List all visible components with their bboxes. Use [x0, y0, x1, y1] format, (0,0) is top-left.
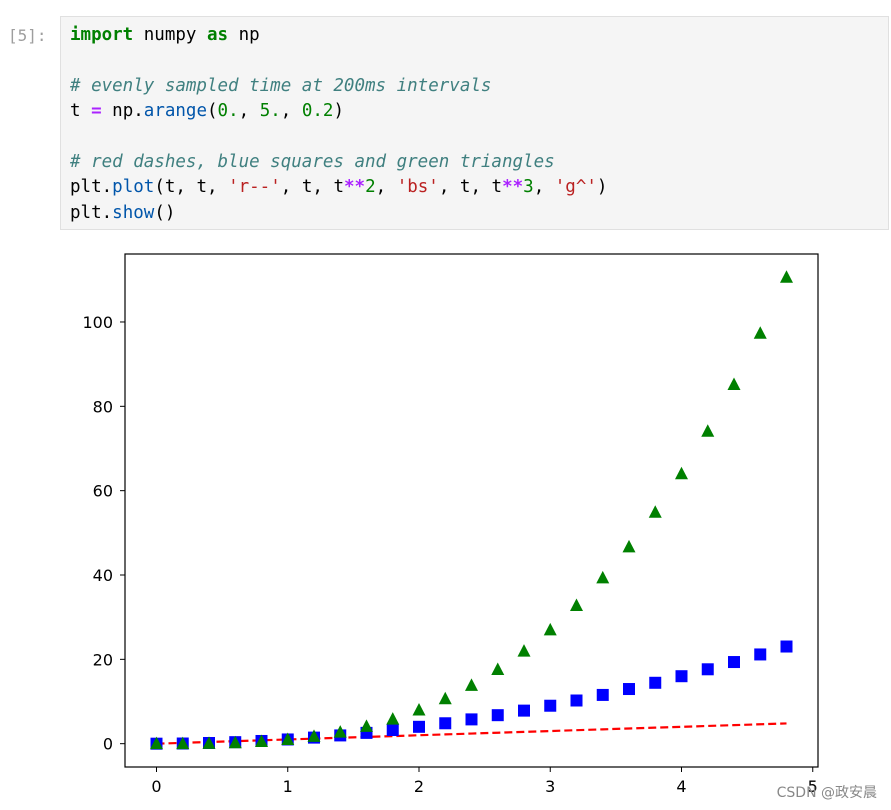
data-point-blue-square — [386, 724, 399, 737]
data-point-green-triangle — [150, 736, 163, 750]
data-point-blue-square — [649, 676, 662, 689]
data-point-green-triangle — [360, 719, 373, 732]
data-point-blue-square — [701, 663, 714, 676]
data-point-green-triangle — [543, 622, 557, 636]
data-point-green-triangle — [701, 424, 715, 437]
code-comment-1: # evenly sampled time at 200ms intervals — [70, 75, 492, 96]
code-cell-input[interactable]: import numpy as np # evenly sampled time… — [60, 16, 889, 230]
data-point-blue-square — [780, 640, 793, 653]
data-point-green-triangle — [780, 270, 793, 283]
cell-prompt: [5]: — [8, 26, 47, 45]
code-line-1: import numpy as np — [70, 25, 260, 45]
data-point-green-triangle — [412, 702, 426, 716]
x-tick-label: 2 — [414, 777, 424, 796]
data-point-green-triangle — [596, 570, 610, 584]
x-tick-label: 0 — [151, 777, 161, 796]
data-point-green-triangle — [675, 466, 688, 480]
code-comment-2: # red dashes, blue squares and green tri… — [70, 152, 555, 173]
x-tick-label: 3 — [545, 777, 555, 796]
data-point-green-triangle — [438, 691, 452, 705]
data-point-green-triangle — [570, 598, 583, 611]
data-point-green-triangle — [333, 725, 347, 738]
data-point-green-triangle — [648, 505, 662, 518]
data-point-blue-square — [675, 670, 688, 683]
series-line-red-dashes — [156, 722, 787, 745]
y-tick-label: 80 — [93, 397, 113, 416]
data-point-green-triangle — [727, 377, 741, 390]
data-point-green-triangle — [202, 736, 216, 749]
data-point-green-triangle — [228, 735, 242, 749]
data-point-blue-square — [465, 713, 478, 726]
x-tick-label: 5 — [808, 777, 818, 796]
data-point-blue-square — [570, 694, 583, 707]
data-point-green-triangle — [753, 326, 767, 339]
plot-frame — [124, 253, 819, 768]
data-point-green-triangle — [465, 678, 478, 691]
y-tick-label: 40 — [93, 566, 113, 585]
y-tick-label: 60 — [93, 482, 113, 501]
y-tick-label: 100 — [82, 313, 113, 332]
data-point-blue-square — [439, 717, 452, 730]
y-tick-label: 20 — [93, 650, 113, 669]
data-point-green-triangle — [491, 662, 505, 676]
code-line-7: plt.plot(t, t, 'r--', t, t**2, 'bs', t, … — [70, 177, 608, 198]
code-block: import numpy as np # evenly sampled time… — [70, 23, 607, 226]
data-point-blue-square — [623, 683, 635, 696]
data-point-blue-square — [754, 648, 767, 661]
data-point-green-triangle — [255, 734, 268, 748]
data-point-green-triangle — [622, 539, 636, 553]
code-line-8: plt.show() — [70, 202, 176, 223]
watermark: CSDN @政安晨 — [776, 785, 877, 801]
data-point-green-triangle — [176, 736, 190, 750]
data-point-green-triangle — [281, 732, 295, 745]
data-point-green-triangle — [307, 729, 321, 742]
data-point-blue-square — [728, 656, 740, 669]
code-line-4: t = np.arange(0., 5., 0.2) — [70, 101, 345, 122]
y-tick-label: 0 — [103, 735, 113, 754]
data-point-green-triangle — [517, 644, 531, 657]
x-tick-label: 1 — [283, 777, 293, 796]
data-point-blue-square — [413, 720, 425, 733]
x-tick-label: 4 — [676, 777, 686, 796]
data-point-blue-square — [596, 688, 609, 701]
data-point-blue-square — [518, 704, 530, 717]
data-point-blue-square — [544, 699, 557, 712]
data-point-blue-square — [491, 709, 504, 722]
data-point-green-triangle — [386, 712, 400, 725]
